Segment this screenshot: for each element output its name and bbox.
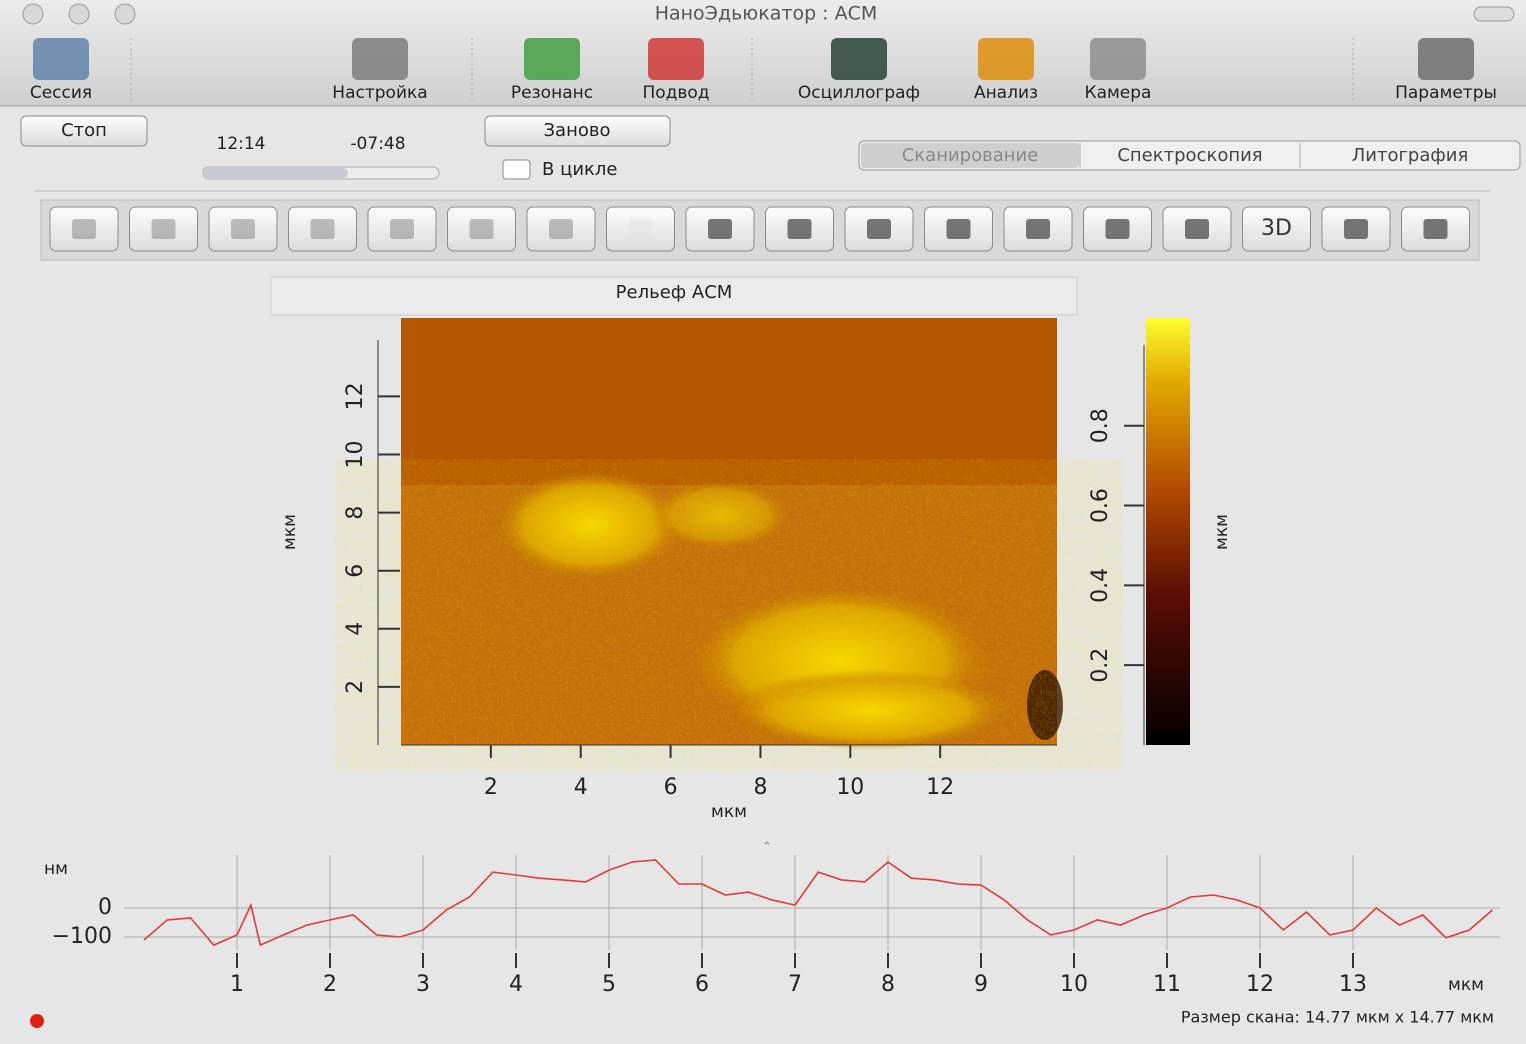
x-tick-label: 1	[230, 972, 244, 997]
x-tick-label: 11	[1153, 972, 1181, 997]
toolbar-label: Анализ	[974, 83, 1038, 103]
x-tick-label: 3	[416, 972, 430, 997]
profile-x-label: мкм	[1448, 975, 1484, 995]
tool-icon	[231, 219, 255, 239]
toolbar-item[interactable]: Сессия	[30, 38, 92, 103]
colorbar-label: мкм	[1212, 514, 1232, 550]
colorbar-tick-label: 0.8	[1088, 408, 1113, 443]
afm-unscanned	[401, 318, 1057, 485]
profile-y-label: нм	[44, 859, 68, 879]
tool-label: 3D	[1261, 216, 1292, 241]
tool-icon	[1026, 219, 1050, 239]
x-tick-label: 8	[881, 972, 895, 997]
splitter-grip: ⌃	[762, 840, 772, 854]
x-tick-label: 4	[509, 972, 523, 997]
mode-tab[interactable]: Сканирование	[902, 145, 1039, 166]
remaining-time: -07:48	[350, 134, 405, 154]
colorbar-tick-label: 0.6	[1088, 488, 1113, 523]
y-tick-label: 4	[343, 622, 368, 636]
colorbar-tick-label: 0.4	[1088, 568, 1113, 603]
toolbar-icon	[1418, 38, 1474, 80]
x-tick-label: 4	[574, 775, 588, 800]
image-x-label: мкм	[711, 802, 747, 822]
app-window: НаноЭдьюкатор : АСМ Сессия Настройка Резон…	[0, 0, 1526, 1044]
y-tick-label: 2	[343, 680, 368, 694]
tool-icon	[390, 219, 414, 239]
toolbar-label: Сессия	[30, 83, 92, 103]
afm-texture	[401, 485, 1057, 745]
tool-icon	[311, 219, 335, 239]
tool-icon	[470, 219, 494, 239]
tool-icon	[629, 219, 653, 239]
toolbar-icon	[352, 38, 408, 80]
tool-icon	[867, 219, 891, 239]
close-button[interactable]	[23, 4, 43, 24]
tool-icon	[72, 219, 96, 239]
x-tick-label: 5	[602, 972, 616, 997]
tool-icon	[947, 219, 971, 239]
toolbar-label: Параметры	[1395, 83, 1497, 103]
y-tick-label: −100	[52, 924, 112, 949]
status-indicator	[30, 1014, 44, 1028]
y-tick-label: 0	[98, 895, 112, 920]
tool-icon	[788, 219, 812, 239]
x-tick-label: 12	[926, 775, 954, 800]
toolbar-icon	[1090, 38, 1146, 80]
toolbar-toggle[interactable]	[1474, 7, 1514, 21]
afm-image	[401, 318, 1063, 750]
x-tick-label: 9	[974, 972, 988, 997]
tool-icon	[549, 219, 573, 239]
x-tick-label: 2	[484, 775, 498, 800]
toolbar-label: Осциллограф	[798, 83, 920, 103]
tool-icon	[708, 219, 732, 239]
toolbar-icon	[524, 38, 580, 80]
loop-checkbox[interactable]	[503, 160, 530, 179]
x-tick-label: 7	[788, 972, 802, 997]
tool-icon	[152, 219, 176, 239]
x-tick-label: 10	[836, 775, 864, 800]
colorbar-tick-label: 0.2	[1088, 648, 1113, 683]
window-title: НаноЭдьюкатор : АСМ	[655, 3, 878, 25]
toolbar-label: Настройка	[332, 83, 427, 103]
image-title: Рельеф АСМ	[616, 282, 733, 303]
toolbar-icon	[831, 38, 887, 80]
progress-fill	[204, 168, 348, 178]
tool-icon	[1185, 219, 1209, 239]
stop-label: Стоп	[61, 120, 107, 141]
toolbar-icon	[33, 38, 89, 80]
loop-label: В цикле	[542, 159, 617, 180]
x-tick-label: 12	[1246, 972, 1274, 997]
restart-label: Заново	[544, 120, 611, 141]
toolbar-label: Камера	[1085, 83, 1152, 103]
toolbar-item[interactable]: Подвод	[642, 38, 709, 103]
minimize-button[interactable]	[69, 4, 89, 24]
y-tick-label: 10	[343, 441, 368, 469]
toolbar-label: Резонанс	[511, 83, 593, 103]
y-tick-label: 12	[343, 382, 368, 410]
toolbar-icon	[978, 38, 1034, 80]
x-tick-label: 10	[1060, 972, 1088, 997]
tool-icon	[1424, 219, 1448, 239]
x-tick-label: 2	[323, 972, 337, 997]
tool-icon	[1106, 219, 1130, 239]
y-tick-label: 6	[343, 564, 368, 578]
colorbar	[1146, 318, 1190, 745]
x-tick-label: 13	[1339, 972, 1367, 997]
tool-icon	[1344, 219, 1368, 239]
toolbar-item[interactable]: Анализ	[974, 38, 1038, 103]
zoom-button[interactable]	[115, 4, 135, 24]
tab-group: Сканирование Спектроскопия Литография	[902, 143, 1469, 168]
x-tick-label: 6	[664, 775, 678, 800]
y-tick-label: 8	[343, 506, 368, 520]
image-y-label: мкм	[280, 514, 300, 550]
x-tick-label: 8	[753, 775, 767, 800]
mode-tab[interactable]: Спектроскопия	[1117, 145, 1262, 166]
mode-tab[interactable]: Литография	[1352, 145, 1469, 166]
toolbar-item[interactable]: Камера	[1085, 38, 1152, 103]
toolbar-label: Подвод	[642, 83, 709, 103]
toolbar-icon	[648, 38, 704, 80]
scan-size: Размер скана: 14.77 мкм x 14.77 мкм	[1181, 1008, 1494, 1027]
elapsed-time: 12:14	[217, 134, 266, 154]
x-tick-label: 6	[695, 972, 709, 997]
